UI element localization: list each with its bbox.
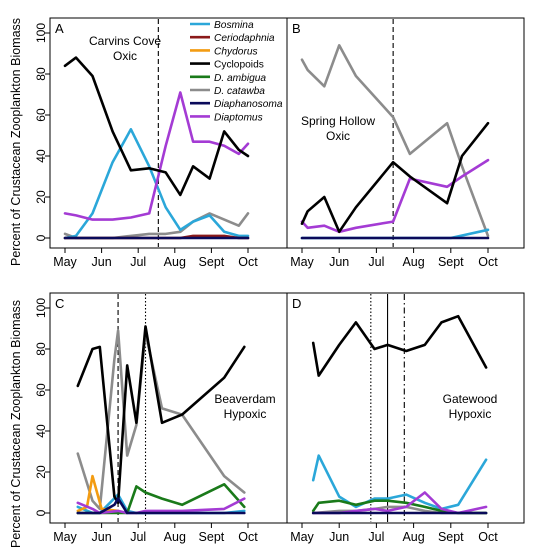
y-tick-label: 0 <box>34 509 48 516</box>
legend-label: Cyclopoids <box>214 60 264 71</box>
panel-annotation-line: Oxic <box>326 129 350 143</box>
series-line-cyclopoids <box>76 325 246 505</box>
x-tick-label: Aug <box>402 255 424 269</box>
x-tick-label: Aug <box>164 530 186 544</box>
legend-label: Diaptomus <box>214 112 263 123</box>
series-line-d-catawba <box>300 43 490 238</box>
panel-letter: D <box>292 296 301 311</box>
y-tick-label: 80 <box>34 67 48 81</box>
panel-c: 0 20 40 60 80 100 May Jun Jul Aug Sept Oct C Beaverda… <box>34 292 288 544</box>
panel-frame <box>286 17 525 249</box>
x-tick-label: Oct <box>238 255 258 269</box>
x-tick-label: Jun <box>92 255 112 269</box>
series-line-bosmina <box>311 454 488 511</box>
x-tick-label: Jun <box>92 530 112 544</box>
legend-label: D. ambigua <box>214 73 266 84</box>
y-axis-label-top: Percent of Crustacean Zooplankton Biomas… <box>9 18 23 266</box>
panel-annotation-line: Beaverdam <box>214 392 275 406</box>
series-line-d-catawba <box>76 329 246 511</box>
series-line-d-catawba <box>63 212 250 240</box>
x-tick-label: May <box>53 255 77 269</box>
y-tick-label: 40 <box>34 424 48 438</box>
x-tick-label: Jul <box>368 255 384 269</box>
panel-annotation-line: Carvins Cove <box>89 34 161 48</box>
series-line-diaphanosoma <box>76 497 246 515</box>
x-tick-label: Sept <box>438 255 464 269</box>
series-line-cyclopoids <box>311 314 488 377</box>
legend-label: D. catawba <box>214 86 265 97</box>
panel-letter: B <box>292 21 301 36</box>
x-tick-label: Oct <box>478 530 498 544</box>
series-line-cyclopoids <box>63 56 250 197</box>
x-tick-label: May <box>290 530 314 544</box>
panel-annotation-line: Hypoxic <box>449 407 492 421</box>
panel-letter: C <box>55 296 64 311</box>
panel-annotation-line: Hypoxic <box>224 407 267 421</box>
series-line-diaptomus <box>300 158 490 234</box>
panel-annotation-line: Oxic <box>113 49 137 63</box>
y-tick-label: 60 <box>34 383 48 397</box>
y-axis-label-bottom: Percent of Crustacean Zooplankton Biomas… <box>9 300 23 548</box>
legend-label: Chydorus <box>214 46 258 57</box>
x-tick-label: Jul <box>368 530 384 544</box>
x-tick-label: Sept <box>199 530 225 544</box>
y-tick-label: 80 <box>34 342 48 356</box>
panel-frame <box>286 292 525 524</box>
x-tick-label: Jul <box>130 255 146 269</box>
legend: Bosmina Ceriodaphnia Chydorus Cyclopoids D. … <box>190 20 283 123</box>
x-tick-label: Oct <box>478 255 498 269</box>
x-tick-label: Aug <box>164 255 186 269</box>
x-tick-label: May <box>53 530 77 544</box>
x-tick-label: Aug <box>402 530 424 544</box>
x-tick-label: Jun <box>329 530 349 544</box>
y-tick-label: 60 <box>34 108 48 122</box>
x-tick-label: Sept <box>438 530 464 544</box>
panel-annotation-line: Gatewood <box>443 392 498 406</box>
x-tick-label: Jun <box>329 255 349 269</box>
panel-letter: A <box>55 21 64 36</box>
panel-a: 0 20 40 60 80 100 May Jun Jul Aug Sept Oct A Carvins … <box>34 17 288 269</box>
x-tick-label: Jul <box>130 530 146 544</box>
legend-label: Diaphanosoma <box>214 99 283 110</box>
x-tick-label: Sept <box>199 255 225 269</box>
y-tick-label: 100 <box>34 23 48 43</box>
y-tick-label: 0 <box>34 234 48 241</box>
legend-label: Bosmina <box>214 20 254 31</box>
y-tick-label: 20 <box>34 465 48 479</box>
x-tick-label: Oct <box>238 530 258 544</box>
series-line-diaptomus <box>63 91 250 221</box>
y-tick-label: 40 <box>34 149 48 163</box>
y-tick-label: 20 <box>34 190 48 204</box>
series-line-bosmina <box>63 128 250 240</box>
panel-annotation-line: Spring Hollow <box>301 114 375 128</box>
x-tick-label: May <box>290 255 314 269</box>
series-line-cyclopoids <box>300 121 490 234</box>
legend-label: Ceriodaphnia <box>214 33 275 44</box>
y-tick-label: 100 <box>34 298 48 318</box>
